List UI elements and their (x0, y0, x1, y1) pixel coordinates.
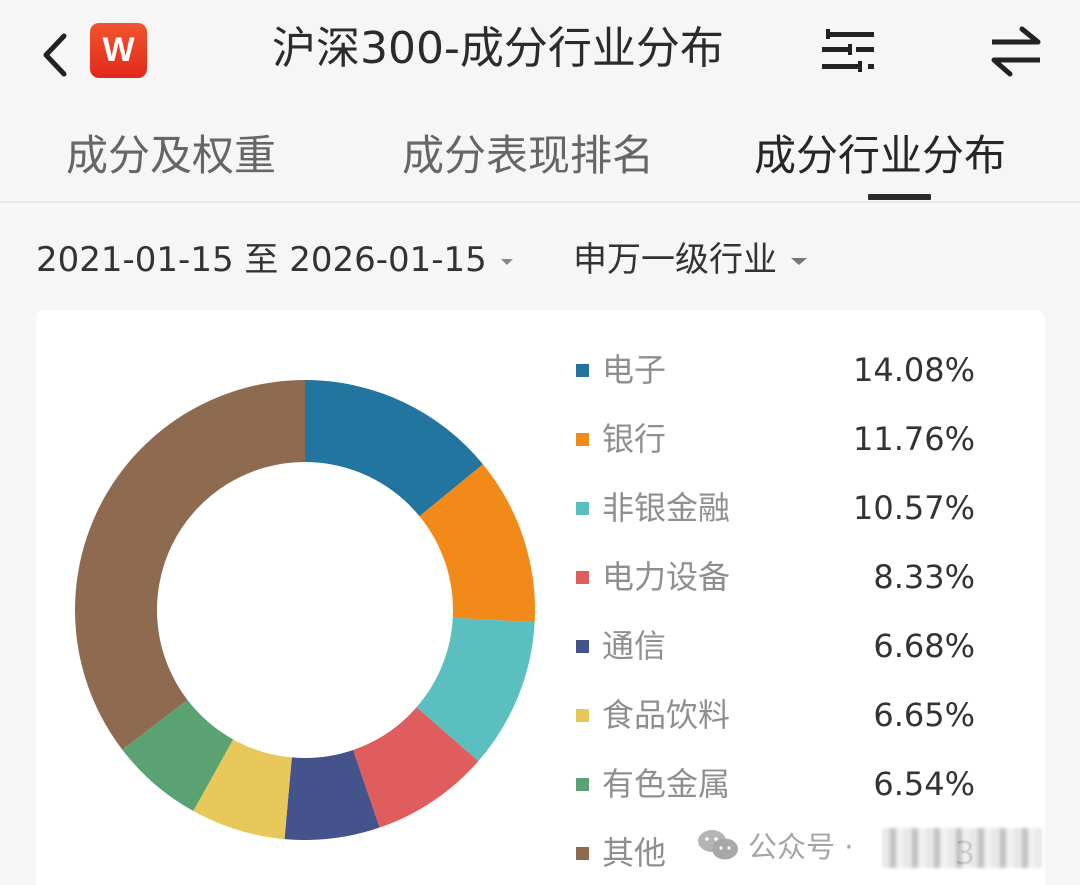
caret-down-icon (500, 258, 513, 265)
donut-slice[interactable] (416, 617, 535, 762)
date-range-dropdown[interactable]: 2021-01-15 至 2026-01-15 (36, 230, 513, 290)
legend-label: 电力设备 (602, 558, 731, 596)
legend-swatch (576, 433, 589, 446)
legend-item[interactable]: 食品饮料 6.65% (574, 685, 1014, 745)
legend-swatch (576, 364, 589, 377)
swap-button[interactable] (988, 26, 1044, 78)
legend-swatch (576, 571, 589, 584)
legend-swatch (576, 847, 589, 860)
caret-down-icon (791, 258, 807, 265)
industry-classification-value: 申万一级行业 (573, 240, 777, 280)
legend-value: 11.76% (852, 420, 975, 458)
legend-value: 8.33% (873, 558, 975, 596)
legend-label: 有色金属 (602, 765, 731, 803)
legend-value: 6.68% (873, 627, 975, 665)
tab-constituents-weights[interactable]: 成分及权重 (66, 131, 277, 180)
donut-slice[interactable] (419, 464, 535, 623)
donut-chart[interactable] (75, 380, 535, 840)
date-range-value: 2021-01-15 至 2026-01-15 (36, 240, 487, 280)
legend-value: 10.57% (852, 489, 975, 527)
sliders-icon (822, 29, 874, 72)
legend-swatch (576, 640, 589, 653)
tab-constituents-performance-ranking[interactable]: 成分表现排名 (402, 131, 655, 180)
legend-swatch (576, 778, 589, 791)
legend-value: 14.08% (852, 351, 975, 389)
top-bar: W 沪深300-成分行业分布 (0, 0, 1080, 105)
legend-item[interactable]: 银行 11.76% (574, 409, 1014, 469)
legend-value: 6.54% (873, 765, 975, 803)
page-title: 沪深300-成分行业分布 (272, 23, 724, 74)
legend-label: 银行 (602, 420, 667, 458)
legend-swatch (576, 502, 589, 515)
filter-button[interactable] (820, 27, 876, 75)
legend-value: 6.65% (873, 696, 975, 734)
legend-item[interactable]: 有色金属 6.54% (574, 754, 1014, 814)
legend-item[interactable]: 电力设备 8.33% (574, 547, 1014, 607)
chart-card: 电子 14.08% 银行 11.76% 非银金融 10.57% 电力设备 8.3… (36, 310, 1045, 885)
filter-bar: 2021-01-15 至 2026-01-15 申万一级行业 (0, 230, 1080, 290)
legend-label: 电子 (602, 351, 667, 389)
legend-label: 非银金融 (602, 489, 731, 527)
legend-label: 通信 (602, 627, 667, 665)
legend-label: 其他 (602, 834, 667, 872)
legend-label: 食品饮料 (602, 696, 731, 734)
swap-arrows-icon (991, 26, 1041, 77)
app-logo: W (90, 23, 147, 78)
donut-slice[interactable] (305, 380, 483, 517)
obscured-region (882, 828, 1042, 868)
back-button[interactable] (36, 28, 76, 78)
logo-letter: W (102, 31, 135, 69)
tab-bar: 成分及权重 成分表现排名 成分行业分布 (0, 112, 1080, 203)
legend-item[interactable]: 非银金融 10.57% (574, 478, 1014, 538)
donut-slice[interactable] (122, 699, 234, 812)
chevron-left-icon (43, 33, 67, 77)
donut-slice[interactable] (75, 380, 305, 750)
donut-slice[interactable] (193, 739, 292, 840)
industry-classification-dropdown[interactable]: 申万一级行业 (573, 230, 807, 290)
legend-item[interactable]: 电子 14.08% (574, 340, 1014, 400)
legend-swatch (576, 709, 589, 722)
legend-item[interactable]: 通信 6.68% (574, 616, 1014, 676)
active-tab-indicator (868, 194, 931, 200)
donut-slice[interactable] (353, 707, 479, 828)
donut-slice[interactable] (284, 749, 380, 840)
tab-constituents-industry-distribution[interactable]: 成分行业分布 (754, 131, 1007, 180)
